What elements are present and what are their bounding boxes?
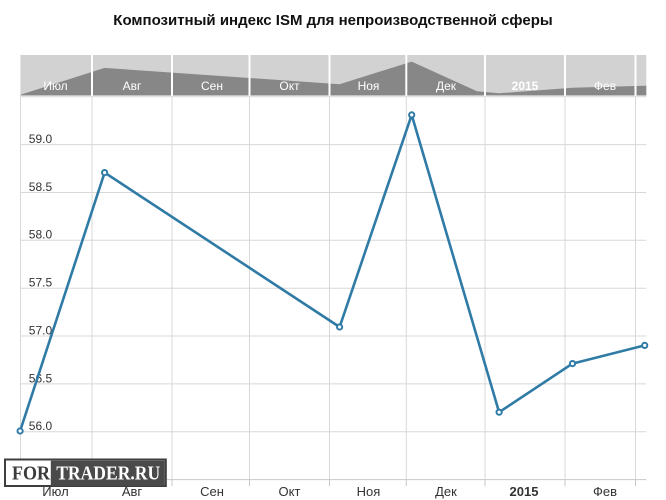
svg-text:58.0: 58.0 (29, 228, 53, 242)
svg-text:57.5: 57.5 (29, 276, 53, 290)
svg-text:Фев: Фев (593, 484, 617, 499)
svg-text:59.0: 59.0 (29, 132, 53, 146)
svg-text:Окт: Окт (279, 79, 300, 93)
svg-text:57.0: 57.0 (29, 323, 53, 337)
svg-text:58.5: 58.5 (29, 180, 53, 194)
svg-text:Сен: Сен (201, 79, 223, 93)
svg-text:Авг: Авг (122, 484, 143, 499)
svg-text:Июл: Июл (42, 484, 68, 499)
svg-text:2015: 2015 (510, 484, 539, 499)
svg-text:Окт: Окт (279, 484, 301, 499)
svg-text:Сен: Сен (200, 484, 224, 499)
svg-text:Ноя: Ноя (358, 79, 380, 93)
svg-text:Дек: Дек (436, 79, 457, 93)
svg-text:56.5: 56.5 (29, 371, 53, 385)
svg-text:2015: 2015 (512, 79, 539, 93)
svg-text:FOR: FOR (12, 462, 50, 484)
svg-text:Июл: Июл (43, 79, 67, 93)
svg-text:TRADER.RU: TRADER.RU (56, 463, 160, 485)
svg-text:Ноя: Ноя (357, 484, 381, 499)
svg-text:56.0: 56.0 (29, 419, 53, 433)
svg-text:Фев: Фев (594, 79, 616, 93)
svg-text:Дек: Дек (435, 484, 457, 499)
svg-text:Композитный индекс ISM для неп: Композитный индекс ISM для непроизводств… (113, 12, 552, 29)
svg-text:Авг: Авг (123, 79, 142, 93)
